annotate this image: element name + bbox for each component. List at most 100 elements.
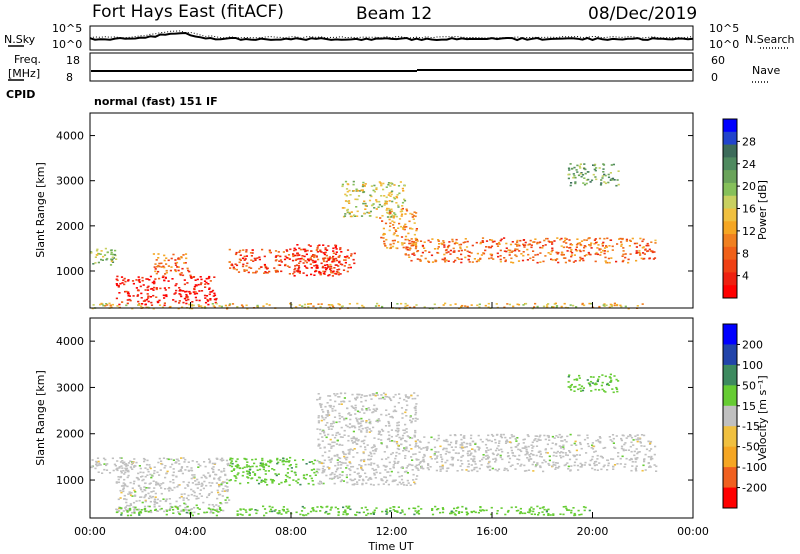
echo-cell <box>302 514 305 517</box>
echo-cell <box>334 506 337 509</box>
echo-cell <box>353 448 356 450</box>
echo-cell <box>405 431 408 433</box>
echo-cell <box>596 458 599 460</box>
echo-cell <box>499 260 502 263</box>
echo-cell <box>551 243 554 245</box>
echo-cell <box>282 457 285 460</box>
echo-cell <box>550 250 553 253</box>
echo-cell <box>342 513 345 516</box>
echo-cell <box>282 510 285 512</box>
echo-cell <box>580 447 583 450</box>
echo-cell <box>146 286 149 289</box>
echo-cell <box>547 462 550 465</box>
echo-cell <box>300 510 304 512</box>
echo-cell <box>431 261 435 263</box>
echo-cell <box>414 247 417 250</box>
echo-cell <box>405 440 408 443</box>
echo-cell <box>515 440 518 442</box>
echo-cell <box>567 468 570 470</box>
echo-cell <box>355 188 358 191</box>
echo-cell <box>169 505 172 508</box>
echo-cell <box>95 462 98 464</box>
echo-cell <box>366 211 369 214</box>
echo-cell <box>360 189 363 191</box>
echo-cell <box>260 481 263 483</box>
echo-cell <box>144 493 147 496</box>
echo-cell <box>127 279 130 281</box>
echo-cell <box>487 306 490 308</box>
echo-cell <box>331 261 334 263</box>
echo-cell <box>279 459 282 461</box>
echo-cell <box>190 493 193 496</box>
echo-cell <box>511 464 514 466</box>
echo-cell <box>117 498 120 501</box>
echo-cell <box>645 244 648 247</box>
noise-panel-frame <box>89 25 694 51</box>
echo-cell <box>366 426 369 429</box>
echo-cell <box>264 463 268 465</box>
echo-cell <box>574 248 578 251</box>
echo-cell <box>198 299 201 302</box>
echo-cell <box>404 423 407 426</box>
echo-cell <box>350 405 353 407</box>
echo-cell <box>224 473 227 476</box>
echo-cell <box>519 465 522 467</box>
echo-cell <box>180 467 183 469</box>
echo-cell <box>153 500 156 503</box>
echo-cell <box>587 171 590 173</box>
echo-cell <box>499 258 502 261</box>
echo-cell <box>192 490 195 492</box>
echo-cell <box>292 254 295 256</box>
echo-cell <box>466 512 470 515</box>
echo-cell <box>157 461 160 464</box>
echo-cell <box>354 407 357 409</box>
echo-cell <box>143 460 146 463</box>
echo-cell <box>497 241 501 244</box>
echo-cell <box>394 429 398 432</box>
echo-cell <box>490 253 494 256</box>
echo-cell <box>539 241 542 243</box>
echo-cell <box>124 471 127 474</box>
echo-cell <box>574 182 577 185</box>
echo-cell <box>354 404 357 407</box>
echo-cell <box>364 208 367 210</box>
echo-cell <box>597 440 600 443</box>
echo-cell <box>602 164 606 166</box>
echo-cell <box>475 466 478 469</box>
echo-cell <box>353 262 356 265</box>
echo-cell <box>390 399 393 402</box>
echo-cell <box>336 462 339 464</box>
echo-cell <box>601 177 604 179</box>
echo-cell <box>520 463 523 466</box>
echo-cell <box>647 462 650 465</box>
echo-cell <box>545 510 548 513</box>
echo-cell <box>517 303 521 306</box>
echo-cell <box>654 242 657 244</box>
echo-cell <box>564 463 567 466</box>
echo-cell <box>608 376 611 378</box>
echo-cell <box>280 261 283 263</box>
echo-cell <box>593 468 596 471</box>
echo-cell <box>322 244 325 246</box>
echo-cell <box>289 456 292 459</box>
echo-cell <box>122 482 125 484</box>
echo-cell <box>469 442 472 445</box>
echo-cell <box>405 396 408 398</box>
echo-cell <box>464 238 467 240</box>
noise-right-tick-bottom: 10^0 <box>709 38 739 51</box>
echo-cell <box>190 303 193 306</box>
echo-cell <box>385 238 388 241</box>
echo-cell <box>259 462 262 464</box>
echo-cell <box>447 443 450 446</box>
echo-cell <box>548 241 551 243</box>
echo-cell <box>595 251 598 254</box>
echo-cell <box>302 477 306 479</box>
echo-cell <box>344 180 348 183</box>
colorbar-segment <box>723 405 737 427</box>
x-tick-label: 08:00 <box>275 525 307 538</box>
echo-cell <box>446 246 449 249</box>
echo-cell <box>168 509 171 511</box>
echo-cell <box>201 484 204 486</box>
echo-cell <box>613 302 616 305</box>
